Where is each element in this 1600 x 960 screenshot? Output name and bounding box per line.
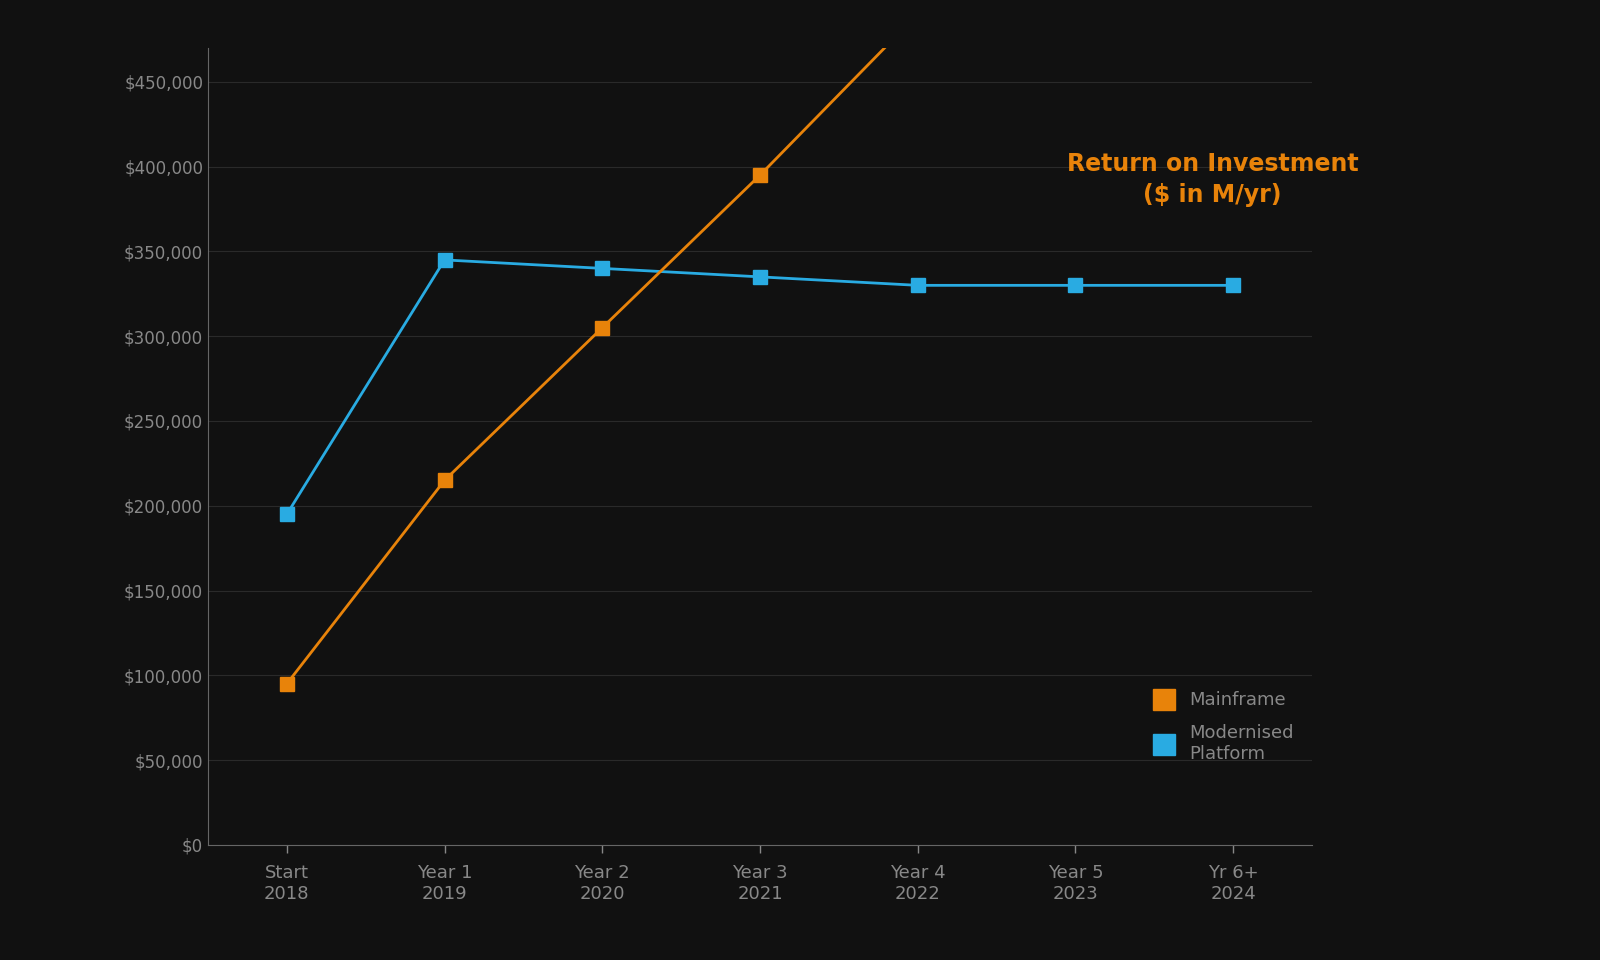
Mainframe [592, 322, 611, 333]
Mainframe [435, 474, 454, 486]
Modernised
Platform [277, 509, 296, 520]
Modernised
Platform [1224, 279, 1243, 291]
Line: Mainframe: Mainframe [280, 0, 1240, 690]
Line: Modernised
Platform: Modernised Platform [280, 253, 1240, 521]
Mainframe [277, 678, 296, 689]
Text: Return on Investment
($ in M/yr): Return on Investment ($ in M/yr) [1067, 152, 1358, 207]
Modernised
Platform [435, 254, 454, 266]
Modernised
Platform [1066, 279, 1085, 291]
Mainframe [750, 169, 770, 180]
Modernised
Platform [909, 279, 928, 291]
Modernised
Platform [592, 263, 611, 275]
Mainframe [909, 9, 928, 20]
Legend: Mainframe, Modernised
Platform: Mainframe, Modernised Platform [1144, 680, 1302, 772]
Modernised
Platform [750, 271, 770, 282]
